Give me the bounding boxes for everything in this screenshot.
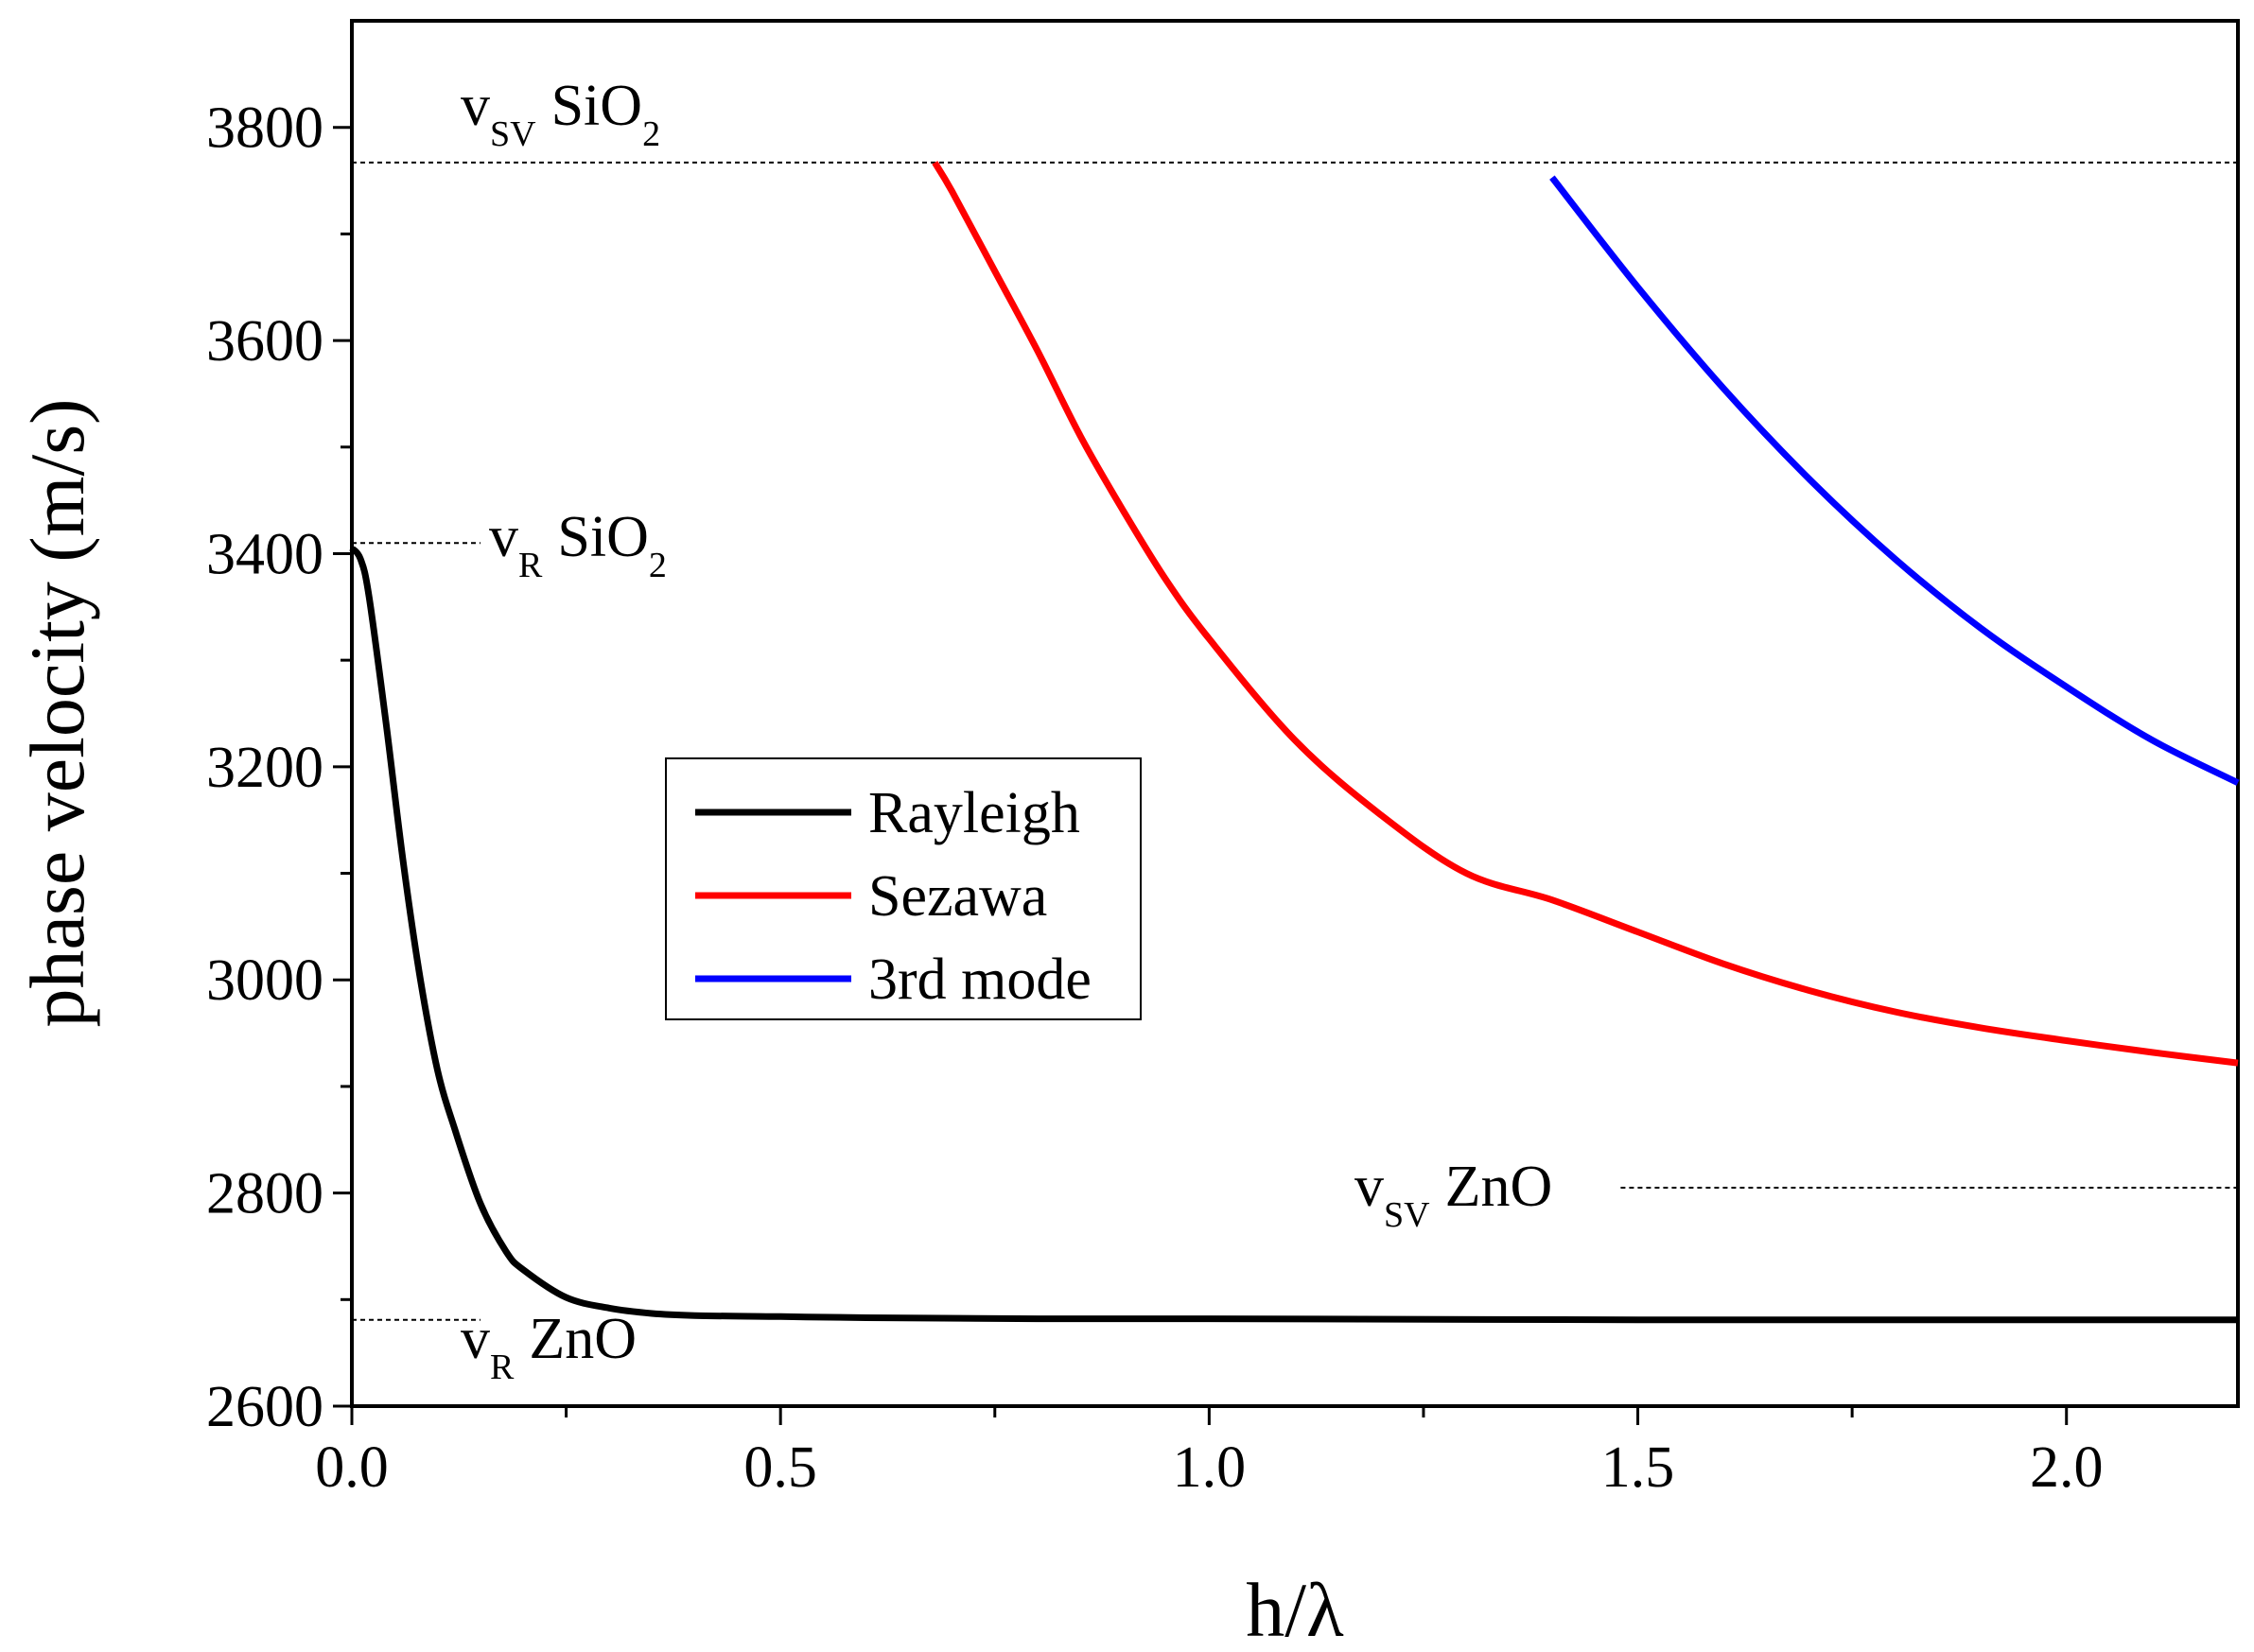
x-axis-title: h/λ xyxy=(1246,1567,1344,1652)
y-tick-label: 3400 xyxy=(206,522,323,586)
legend-label-sezawa: Sezawa xyxy=(868,864,1047,929)
plot-frame xyxy=(350,19,2240,1408)
legend: Rayleigh Sezawa 3rd mode xyxy=(665,757,1142,1020)
y-tick-label: 2600 xyxy=(206,1375,323,1439)
y-tick-label: 3600 xyxy=(206,309,323,374)
reference-lines xyxy=(352,161,2238,1321)
y-axis-title: phase velocity (m/s) xyxy=(14,399,100,1028)
legend-label-rayleigh: Rayleigh xyxy=(868,781,1080,845)
reference-label: vSV SiO2 xyxy=(461,74,660,154)
y-tick-label: 3800 xyxy=(206,96,323,161)
reference-label: vR ZnO xyxy=(461,1307,637,1387)
x-tick-label: 0.0 xyxy=(315,1435,389,1500)
y-tick-label: 2800 xyxy=(206,1162,323,1226)
reference-label: vSV ZnO xyxy=(1354,1155,1552,1235)
axis-ticks: 0.0 0.5 1.0 1.5 2.0 2600 2800 3000 3200 3400 3600 3… xyxy=(206,96,2103,1500)
reference-label: vR SiO2 xyxy=(489,505,667,585)
reference-labels: vSV SiO2 vR SiO2 vSV ZnO vR ZnO xyxy=(461,74,1552,1387)
legend-label-3rd-mode: 3rd mode xyxy=(868,948,1092,1012)
series-line-rayleigh xyxy=(349,546,2238,1324)
series-line-3rd-mode xyxy=(1549,175,2240,786)
x-tick-label: 2.0 xyxy=(2030,1435,2104,1500)
x-tick-label: 0.5 xyxy=(743,1435,817,1500)
y-tick-label: 3000 xyxy=(206,948,323,1013)
x-tick-label: 1.5 xyxy=(1601,1435,1675,1500)
x-tick-label: 1.0 xyxy=(1173,1435,1247,1500)
data-series xyxy=(349,161,2240,1324)
y-tick-label: 3200 xyxy=(206,736,323,800)
series-line-sezawa xyxy=(932,161,2239,1067)
